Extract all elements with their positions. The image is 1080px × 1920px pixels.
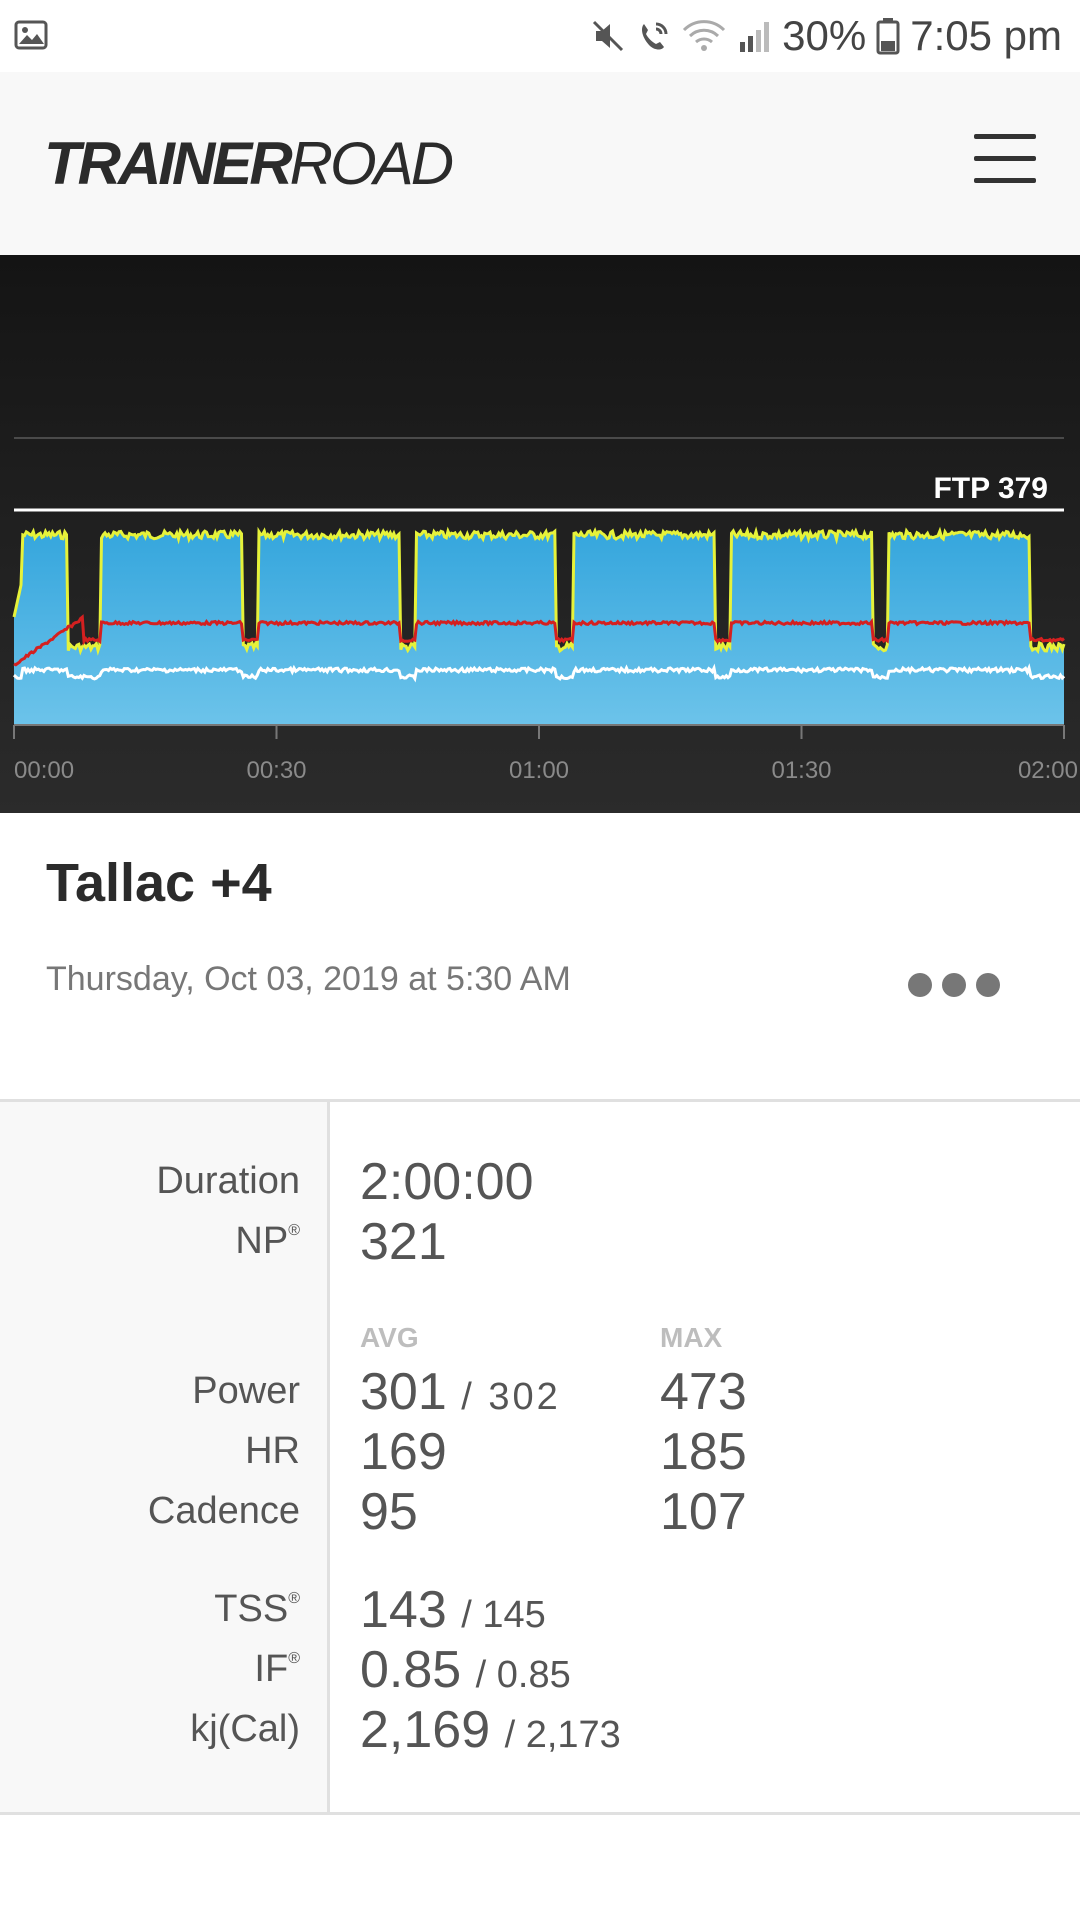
power-avg-value: 301 (360, 1363, 447, 1421)
battery-percent: 30% (782, 12, 867, 59)
mute-icon (590, 18, 626, 54)
cadence-label: Cadence (147, 1490, 300, 1532)
np-label-text: NP (235, 1220, 289, 1262)
max-header: MAX (660, 1322, 723, 1353)
stats-panel: Duration 2:00:00 NP® 321 AVG MAX Power 3… (0, 1099, 1080, 1815)
power-avg-target: / 302 (461, 1376, 561, 1418)
more-options-icon[interactable] (908, 970, 1004, 1000)
tss-value: 143 / 145 (360, 1580, 546, 1640)
avg-header: AVG (360, 1322, 419, 1353)
status-bar: 30% 7:05 pm (0, 0, 1080, 72)
stats-label-column (0, 1102, 330, 1812)
logo-regular: ROAD (289, 130, 454, 197)
workout-chart[interactable]: FTP 379 00:00 00:30 01:00 01:30 02:00 (0, 255, 1080, 813)
clock: 7:05 pm (910, 12, 1062, 59)
hr-avg: 169 (360, 1423, 447, 1481)
if-label: IF® (254, 1648, 300, 1691)
tss-label-text: TSS (214, 1588, 289, 1630)
power-label: Power (192, 1370, 300, 1412)
power-line (12, 526, 1066, 656)
power-max: 473 (660, 1363, 747, 1421)
hr-max: 185 (660, 1423, 747, 1481)
wifi-icon (682, 18, 726, 54)
duration-label: Duration (156, 1160, 300, 1202)
tss-actual: 143 (360, 1581, 447, 1639)
x-tick-label: 01:30 (771, 757, 831, 784)
chart-svg: FTP 379 00:00 00:30 01:00 01:30 02:00 (12, 437, 1078, 784)
if-value: 0.85 / 0.85 (360, 1640, 571, 1700)
workout-date: Thursday, Oct 03, 2019 at 5:30 AM (46, 960, 571, 998)
cadence-line (13, 663, 1066, 683)
x-tick-label: 02:00 (1018, 757, 1078, 784)
hr-label: HR (245, 1430, 300, 1472)
workout-title: Tallac +4 (46, 853, 272, 913)
hr-line (13, 614, 1065, 667)
cadence-avg: 95 (360, 1483, 418, 1541)
tss-label: TSS® (214, 1588, 300, 1631)
wifi-call-icon (636, 18, 672, 54)
tss-target: / 145 (461, 1594, 546, 1636)
ftp-label: FTP 379 (933, 472, 1048, 505)
hamburger-menu-icon[interactable] (974, 134, 1036, 186)
power-avg: 301 / 302 (360, 1362, 561, 1422)
if-label-text: IF (254, 1648, 289, 1690)
signal-icon (736, 18, 772, 54)
if-actual: 0.85 (360, 1641, 462, 1699)
gallery-icon (14, 20, 48, 55)
kj-value: 2,169 / 2,173 (360, 1700, 621, 1760)
if-reg: ® (288, 1650, 300, 1667)
kj-actual: 2,169 (360, 1701, 491, 1759)
if-target: / 0.85 (475, 1654, 571, 1696)
duration-value: 2:00:00 (360, 1153, 534, 1211)
logo-bold: TRAINER (44, 130, 293, 197)
tss-reg: ® (288, 1590, 300, 1607)
np-value: 321 (360, 1213, 447, 1271)
x-tick-label: 00:30 (246, 757, 306, 784)
app-header: TRAINERROAD (0, 72, 1080, 255)
np-label: NP® (235, 1220, 300, 1263)
x-tick-label: 01:00 (509, 757, 569, 784)
battery-icon (876, 17, 900, 55)
power-area (14, 531, 1064, 725)
np-reg: ® (288, 1222, 300, 1239)
kj-label: kj(Cal) (190, 1708, 300, 1750)
cadence-max: 107 (660, 1483, 747, 1541)
x-tick-label: 00:00 (14, 757, 74, 784)
kj-target: / 2,173 (504, 1714, 621, 1756)
trainerroad-logo[interactable]: TRAINERROAD (44, 134, 454, 194)
